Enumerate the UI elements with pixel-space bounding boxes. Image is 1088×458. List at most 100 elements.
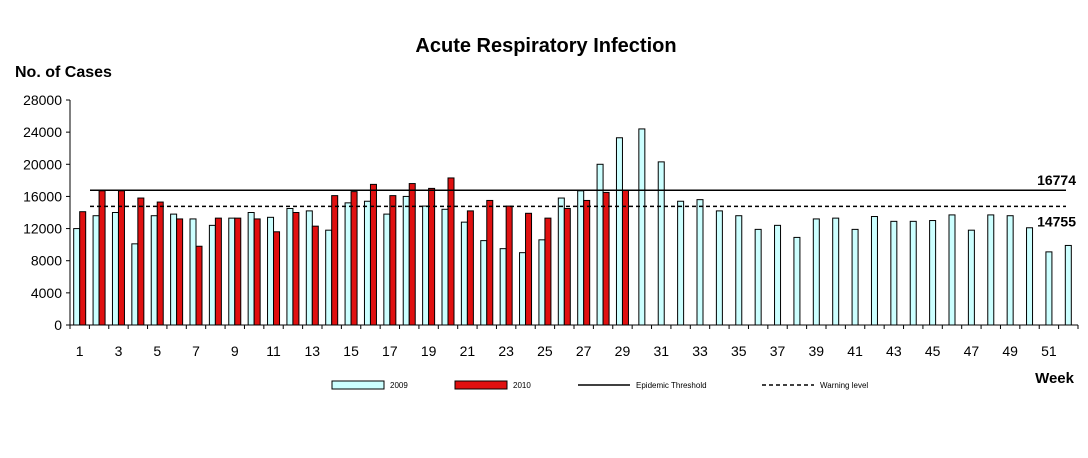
bar-2009 xyxy=(615,137,623,326)
bar-2010 xyxy=(486,199,494,326)
bar-2010 xyxy=(331,195,339,326)
y-axis-label: No. of Cases xyxy=(15,64,112,81)
bar-2009 xyxy=(131,243,139,326)
bar-2010 xyxy=(602,191,610,326)
bar-2009 xyxy=(638,128,646,326)
x-tick-label: 29 xyxy=(615,343,631,359)
bar-2009 xyxy=(832,217,840,326)
bar-2009 xyxy=(441,208,449,326)
bar-2010 xyxy=(253,218,261,326)
x-tick-label: 39 xyxy=(809,343,825,359)
bar-2009 xyxy=(967,229,975,326)
y-tick-label: 24000 xyxy=(23,124,62,140)
bar-2009 xyxy=(987,214,995,326)
x-tick-label: 15 xyxy=(343,343,359,359)
x-tick-label: 5 xyxy=(153,343,161,359)
x-tick-label: 11 xyxy=(266,343,281,359)
x-tick-label: 37 xyxy=(770,343,786,359)
x-tick-label: 3 xyxy=(115,343,123,359)
x-tick-label: 17 xyxy=(382,343,398,359)
x-axis-label: Week xyxy=(1035,370,1075,387)
x-tick-label: 43 xyxy=(886,343,902,359)
bar-2010 xyxy=(234,217,242,326)
bar-2010 xyxy=(369,183,377,326)
bar-2009 xyxy=(696,199,704,326)
bar-2009 xyxy=(774,224,782,326)
bar-2010 xyxy=(292,212,300,326)
x-tick-label: 45 xyxy=(925,343,941,359)
x-tick-label: 33 xyxy=(692,343,708,359)
bar-2010 xyxy=(273,231,281,326)
bar-2009 xyxy=(422,205,430,326)
x-tick-label: 23 xyxy=(498,343,514,359)
x-tick-label: 25 xyxy=(537,343,553,359)
legend-label-2010: 2010 xyxy=(513,381,531,390)
bar-2009 xyxy=(247,212,255,326)
bar-2009 xyxy=(596,163,604,326)
bar-2009 xyxy=(305,210,313,326)
bar-2009 xyxy=(92,215,100,326)
reference-lines: 16774 14755 xyxy=(90,172,1076,229)
bar-2010 xyxy=(311,225,319,326)
bar-2010 xyxy=(447,177,455,326)
bar-2010 xyxy=(621,189,629,326)
bar-2009 xyxy=(890,220,898,326)
bar-2010 xyxy=(583,199,591,326)
bar-2009 xyxy=(480,240,488,326)
x-tick-label: 35 xyxy=(731,343,747,359)
chart-title: Acute Respiratory Infection xyxy=(415,35,676,57)
bar-2010 xyxy=(156,201,164,326)
x-tick-label: 47 xyxy=(964,343,980,359)
bar-2009 xyxy=(735,215,743,326)
bar-2009 xyxy=(909,220,917,326)
bar-2009 xyxy=(577,190,585,326)
bar-2010 xyxy=(544,217,552,326)
bar-2009 xyxy=(1026,227,1034,326)
x-tick-label: 51 xyxy=(1041,343,1057,359)
legend-label-threshold: Epidemic Threshold xyxy=(636,381,707,390)
bar-2009 xyxy=(383,213,391,326)
bar-2009 xyxy=(325,229,333,326)
bar-2009 xyxy=(170,213,178,326)
y-tick-label: 28000 xyxy=(23,92,62,108)
legend-label-warning: Warning level xyxy=(820,381,868,390)
bar-2010 xyxy=(195,245,203,326)
epidemic-threshold-label: 16774 xyxy=(1037,172,1076,188)
bar-2010 xyxy=(428,187,436,326)
x-tick-label: 19 xyxy=(421,343,437,359)
bar-2010 xyxy=(214,217,222,326)
x-tick-label: 13 xyxy=(305,343,321,359)
bar-2009 xyxy=(111,212,119,326)
y-tick-label: 0 xyxy=(54,317,62,333)
bar-2010 xyxy=(466,210,474,326)
legend-swatch-2010 xyxy=(454,380,508,390)
bar-2009 xyxy=(344,202,352,326)
y-tick-label: 16000 xyxy=(23,188,62,204)
bar-2010 xyxy=(563,207,571,326)
x-tick-label: 7 xyxy=(192,343,200,359)
bar-2009 xyxy=(228,217,236,326)
bar-2009 xyxy=(1064,244,1072,326)
bar-2009 xyxy=(402,195,410,326)
bar-2009 xyxy=(870,216,878,326)
y-tick-label: 20000 xyxy=(23,156,62,172)
bar-2009 xyxy=(267,216,275,326)
y-tick-label: 4000 xyxy=(31,285,62,301)
bar-2009 xyxy=(1006,215,1014,326)
legend-label-2009: 2009 xyxy=(390,381,408,390)
x-tick-label: 27 xyxy=(576,343,592,359)
x-tick-label: 9 xyxy=(231,343,239,359)
bar-2009 xyxy=(189,218,197,326)
y-tick-label: 12000 xyxy=(23,221,62,237)
bar-2009 xyxy=(538,239,546,326)
bar-2010 xyxy=(117,190,125,326)
x-tick-label: 21 xyxy=(460,343,476,359)
x-ticks: 1 3 5 7 9 11 13 15 17 19 21 23 25 27 29 31 33 35 37 39 41 43 4… xyxy=(69,325,1079,359)
x-tick-label: 1 xyxy=(76,343,84,359)
bar-2009 xyxy=(677,200,685,326)
bar-2009 xyxy=(499,248,507,326)
bar-2009 xyxy=(1045,251,1053,326)
bar-2010 xyxy=(389,195,397,326)
y-tick-label: 8000 xyxy=(31,253,62,269)
